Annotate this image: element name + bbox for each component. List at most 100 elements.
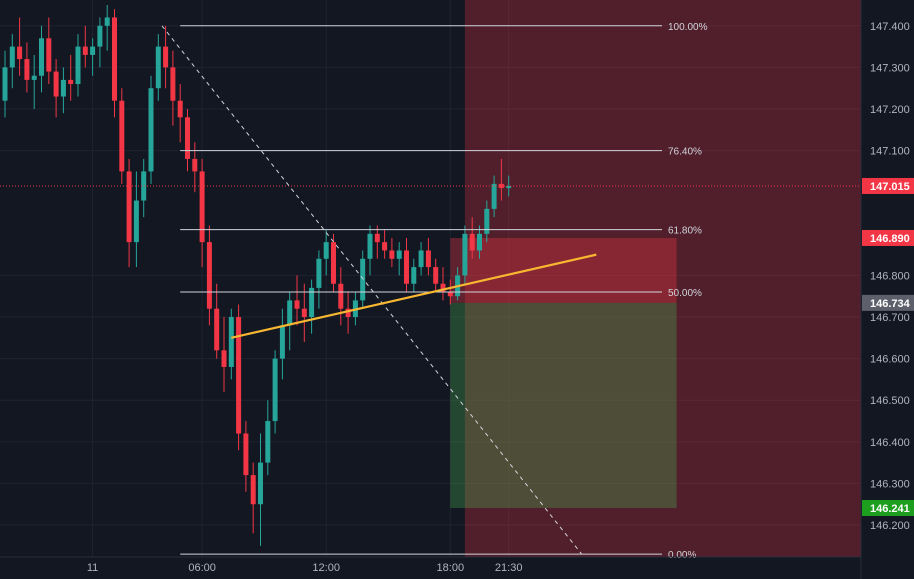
price-tag-box	[862, 499, 914, 516]
fib-level-label: 50.00%	[668, 288, 702, 299]
price-tags: 147.015 146.890 146.734 146.241	[862, 177, 914, 516]
price-tick-label: 146.300	[870, 478, 910, 490]
candle-body	[440, 283, 446, 293]
candle-body	[24, 59, 30, 80]
candle-body	[301, 308, 307, 318]
fib-level-label: 76.40%	[668, 147, 702, 158]
price-axis[interactable]: 147.400 147.300 147.200 147.100 146.800 146.7…	[870, 21, 910, 532]
candle-body	[506, 185, 512, 189]
candle-body	[236, 317, 242, 434]
price-tag-box	[862, 177, 914, 194]
price-tick-label: 146.800	[870, 270, 910, 282]
candle-body	[155, 46, 161, 89]
time-tick-label: 21:30	[495, 562, 523, 574]
grid	[0, 0, 861, 557]
price-tick-label: 146.700	[870, 312, 910, 324]
candle-body	[367, 233, 373, 259]
candle-body	[2, 67, 8, 101]
candle-body	[112, 17, 117, 101]
candle-body	[221, 350, 227, 367]
price-tag-label: 147.015	[870, 181, 910, 193]
candle-body	[484, 208, 490, 234]
candle-body	[331, 242, 336, 284]
fib-level-label: 61.80%	[668, 226, 702, 237]
candle-body	[382, 242, 388, 251]
candle-body	[265, 421, 271, 463]
candle-body	[279, 325, 285, 359]
drawing-zones	[450, 0, 861, 557]
candle-body	[294, 300, 300, 309]
candle-body	[243, 433, 249, 476]
candle-body	[345, 308, 351, 318]
price-tag-label: 146.734	[870, 298, 911, 310]
diagonal-trend-line[interactable]	[161, 25, 583, 555]
candle-body	[185, 117, 190, 159]
candle-body	[199, 171, 205, 243]
candle-body	[148, 88, 154, 172]
candle-body	[53, 71, 59, 97]
time-tick-label: 06:00	[188, 562, 216, 574]
candle-body	[462, 233, 468, 276]
candle-body	[170, 67, 176, 101]
candle-body	[68, 79, 74, 85]
candle-body	[97, 25, 103, 47]
candle-body	[177, 100, 183, 118]
candle-body	[17, 46, 23, 60]
price-tick-label: 146.500	[870, 395, 910, 407]
candle-body	[46, 38, 52, 72]
candle-body	[425, 250, 431, 268]
price-tick-label: 146.600	[870, 354, 910, 366]
candle-body	[389, 250, 395, 259]
stop-loss-zone	[450, 237, 677, 303]
candle-body	[119, 100, 125, 172]
candle-body	[316, 258, 322, 288]
candle-body	[258, 462, 263, 505]
candle-body	[418, 250, 424, 268]
candle-body	[309, 287, 315, 318]
support-trendline[interactable]	[231, 253, 597, 339]
fib-level-label: 0.00%	[668, 550, 696, 561]
time-tick-label: 18:00	[437, 562, 465, 574]
candle-body	[411, 267, 417, 284]
price-tick-label: 147.400	[870, 21, 910, 33]
candles	[2, 5, 512, 546]
price-tick-label: 146.200	[870, 520, 910, 532]
candle-body	[447, 292, 453, 297]
time-tick-label: 12:00	[312, 562, 340, 574]
candle-body	[82, 46, 88, 55]
highlight-zone	[464, 0, 861, 557]
candle-body	[163, 46, 169, 68]
candle-body	[39, 38, 44, 76]
candle-body	[31, 75, 37, 80]
candle-body	[192, 158, 198, 172]
candle-body	[323, 242, 329, 259]
price-tick-label: 146.400	[870, 437, 910, 449]
price-tag-label: 146.241	[870, 503, 910, 515]
candle-body	[433, 267, 439, 284]
candle-body	[477, 233, 482, 251]
time-axis[interactable]: 11 06:00 12:00 18:00 21:30	[87, 562, 523, 574]
candle-body	[60, 79, 66, 97]
price-tag-label: 146.890	[870, 233, 910, 245]
candle-body	[272, 358, 278, 422]
price-tick-label: 147.100	[870, 146, 910, 158]
candle-body	[250, 475, 256, 505]
take-profit-zone	[450, 302, 677, 508]
candle-body	[404, 250, 409, 284]
candle-body	[9, 46, 15, 68]
candle-body	[287, 300, 293, 326]
price-tag-box	[862, 294, 914, 311]
candle-body	[469, 233, 475, 251]
candle-body	[228, 317, 234, 367]
candle-body	[141, 171, 147, 201]
price-tick-label: 147.300	[870, 62, 910, 74]
candle-body	[133, 200, 139, 243]
candle-body	[75, 46, 81, 85]
drawings: 100.00% 76.40% 61.80% 50.00% 0.00%	[0, 22, 861, 561]
candle-body	[104, 17, 110, 26]
candle-body	[90, 46, 96, 55]
candle-body	[396, 250, 402, 259]
candle-body	[338, 283, 344, 309]
fib-level-label: 100.00%	[668, 22, 708, 33]
